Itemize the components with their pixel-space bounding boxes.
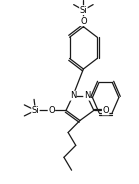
Text: N: N	[70, 91, 76, 100]
Text: O: O	[102, 106, 109, 115]
Text: O: O	[48, 106, 55, 115]
Text: Si: Si	[32, 106, 39, 115]
Text: N: N	[84, 91, 90, 100]
Text: Si: Si	[80, 6, 87, 15]
Text: O: O	[80, 17, 87, 26]
